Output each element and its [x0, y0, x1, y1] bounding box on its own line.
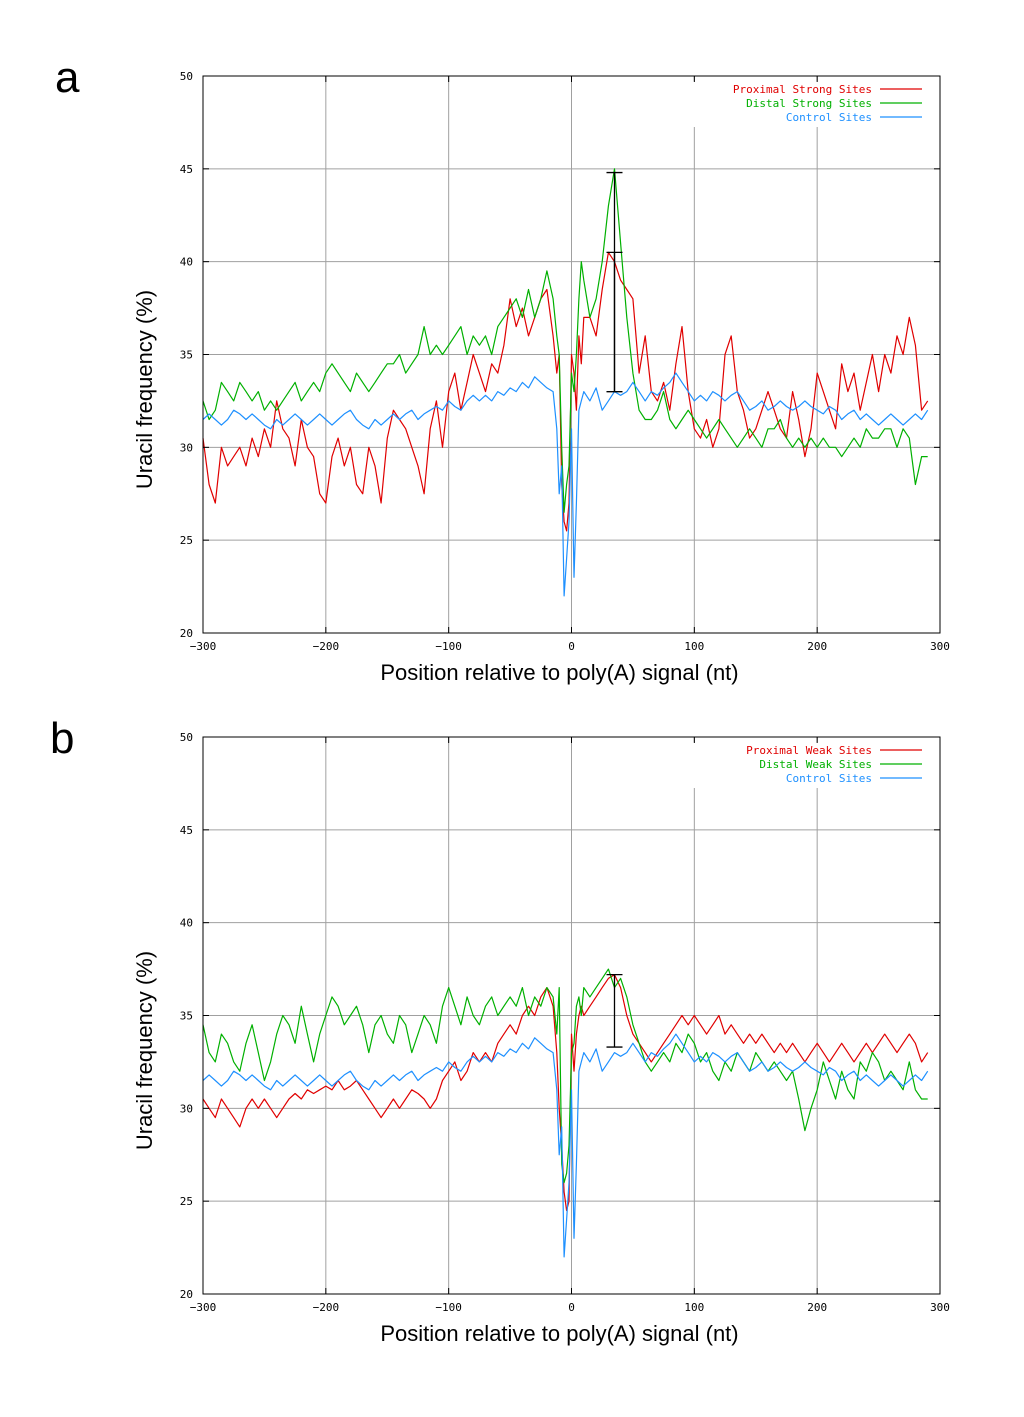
series-line-1: [202, 251, 929, 532]
y-tick-label: 30: [180, 441, 193, 454]
y-tick-label: 50: [180, 731, 193, 744]
series-line-2: [202, 168, 928, 513]
y-tick-label: 30: [180, 1102, 193, 1115]
x-tick-label: 200: [807, 640, 827, 653]
x-tick-label: 300: [930, 640, 950, 653]
y-tick-label: 20: [180, 1288, 193, 1301]
legend-label: Control Sites: [786, 772, 872, 785]
legend-label: Distal Strong Sites: [746, 97, 872, 110]
series-line-3: [202, 1033, 929, 1258]
panel-letter: b: [50, 714, 74, 763]
y-tick-label: 50: [180, 70, 193, 83]
y-tick-label: 40: [180, 917, 193, 930]
x-tick-label: −100: [435, 640, 462, 653]
series-line-1: [202, 974, 929, 1212]
legend-label: Control Sites: [786, 111, 872, 124]
panel-letter: a: [55, 53, 80, 102]
x-tick-label: 300: [930, 1301, 950, 1314]
x-tick-label: 200: [807, 1301, 827, 1314]
y-tick-label: 35: [180, 349, 193, 362]
x-tick-label: 0: [568, 1301, 575, 1314]
y-tick-label: 25: [180, 1195, 193, 1208]
x-tick-label: −300: [190, 640, 217, 653]
chart-panel-a: a −300 −200 −100 0 100 200 300 20 25 30 35 40 45 50 Pro…: [55, 53, 950, 685]
y-axis-title: Uracil frequency (%): [132, 290, 157, 489]
y-tick-label: 35: [180, 1010, 193, 1023]
y-tick-label: 45: [180, 824, 193, 837]
y-tick-label: 45: [180, 163, 193, 176]
y-axis-title: Uracil frequency (%): [132, 951, 157, 1150]
legend-label: Distal Weak Sites: [759, 758, 872, 771]
x-axis-title: Position relative to poly(A) signal (nt): [380, 660, 738, 685]
x-tick-label: −200: [313, 1301, 340, 1314]
series-line-2: [202, 968, 928, 1184]
x-tick-label: −300: [190, 1301, 217, 1314]
legend-label: Proximal Strong Sites: [733, 83, 872, 96]
series-line-3: [202, 372, 929, 597]
x-tick-label: 100: [684, 1301, 704, 1314]
x-tick-label: 100: [684, 640, 704, 653]
y-tick-label: 20: [180, 627, 193, 640]
legend-label: Proximal Weak Sites: [746, 744, 872, 757]
x-axis-title: Position relative to poly(A) signal (nt): [380, 1321, 738, 1346]
y-tick-label: 40: [180, 256, 193, 269]
y-tick-label: 25: [180, 534, 193, 547]
x-tick-label: 0: [568, 640, 575, 653]
x-tick-label: −100: [435, 1301, 462, 1314]
chart-panel-b: b −300 −200 −100 0 100 200 300 20 25 30 35 40 45 50 Pro…: [50, 714, 950, 1346]
x-tick-label: −200: [313, 640, 340, 653]
